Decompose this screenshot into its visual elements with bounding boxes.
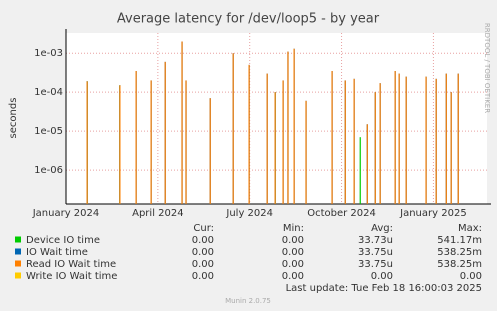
legend-value: 0.00	[192, 259, 214, 270]
legend-swatch	[15, 260, 21, 267]
legend-value: 541.17m	[437, 235, 482, 246]
y-tick-label: 1e-05	[34, 126, 63, 137]
x-tick-label: April 2024	[132, 208, 183, 219]
legend-value: 33.73u	[358, 235, 393, 246]
x-tick-label: January 2025	[399, 208, 467, 219]
chart-title: Average latency for /dev/loop5 - by year	[117, 12, 380, 27]
legend-value: 0.00	[282, 235, 304, 246]
legend-header: Max:	[458, 223, 482, 234]
legend-value: 0.00	[460, 271, 482, 282]
legend-label: Read IO Wait time	[26, 259, 116, 270]
legend-value: 538.25m	[437, 247, 482, 258]
legend-header: Cur:	[193, 223, 214, 234]
x-tick-label: January 2024	[32, 208, 100, 219]
legend-swatch	[15, 272, 21, 279]
x-tick-label: July 2024	[225, 208, 273, 219]
legend-label: Device IO time	[26, 235, 100, 246]
legend-label: Write IO Wait time	[26, 271, 117, 282]
side-text: RRDTOOL / TOBI OETIKER	[483, 23, 491, 113]
y-tick-label: 1e-04	[34, 87, 63, 98]
y-axis-label: seconds	[8, 98, 19, 139]
legend-label: IO Wait time	[26, 247, 88, 258]
last-update: Last update: Tue Feb 18 16:00:03 2025	[286, 283, 482, 294]
legend-value: 33.75u	[358, 247, 393, 258]
legend-header: Min:	[283, 223, 304, 234]
legend-value: 0.00	[192, 235, 214, 246]
legend-value: 538.25m	[437, 259, 482, 270]
legend-value: 0.00	[192, 271, 214, 282]
legend-value: 0.00	[282, 271, 304, 282]
legend-header: Avg:	[371, 223, 393, 234]
legend-value: 0.00	[282, 247, 304, 258]
legend-swatch	[15, 236, 21, 243]
footer: Munin 2.0.75	[225, 297, 271, 305]
x-tick-label: October 2024	[307, 208, 376, 219]
legend-value: 0.00	[282, 259, 304, 270]
plot-area	[66, 33, 487, 204]
legend-value: 0.00	[371, 271, 393, 282]
legend-value: 0.00	[192, 247, 214, 258]
y-tick-label: 1e-03	[34, 48, 63, 59]
legend-swatch	[15, 248, 21, 255]
y-tick-label: 1e-06	[34, 165, 63, 176]
legend-value: 33.75u	[358, 259, 393, 270]
